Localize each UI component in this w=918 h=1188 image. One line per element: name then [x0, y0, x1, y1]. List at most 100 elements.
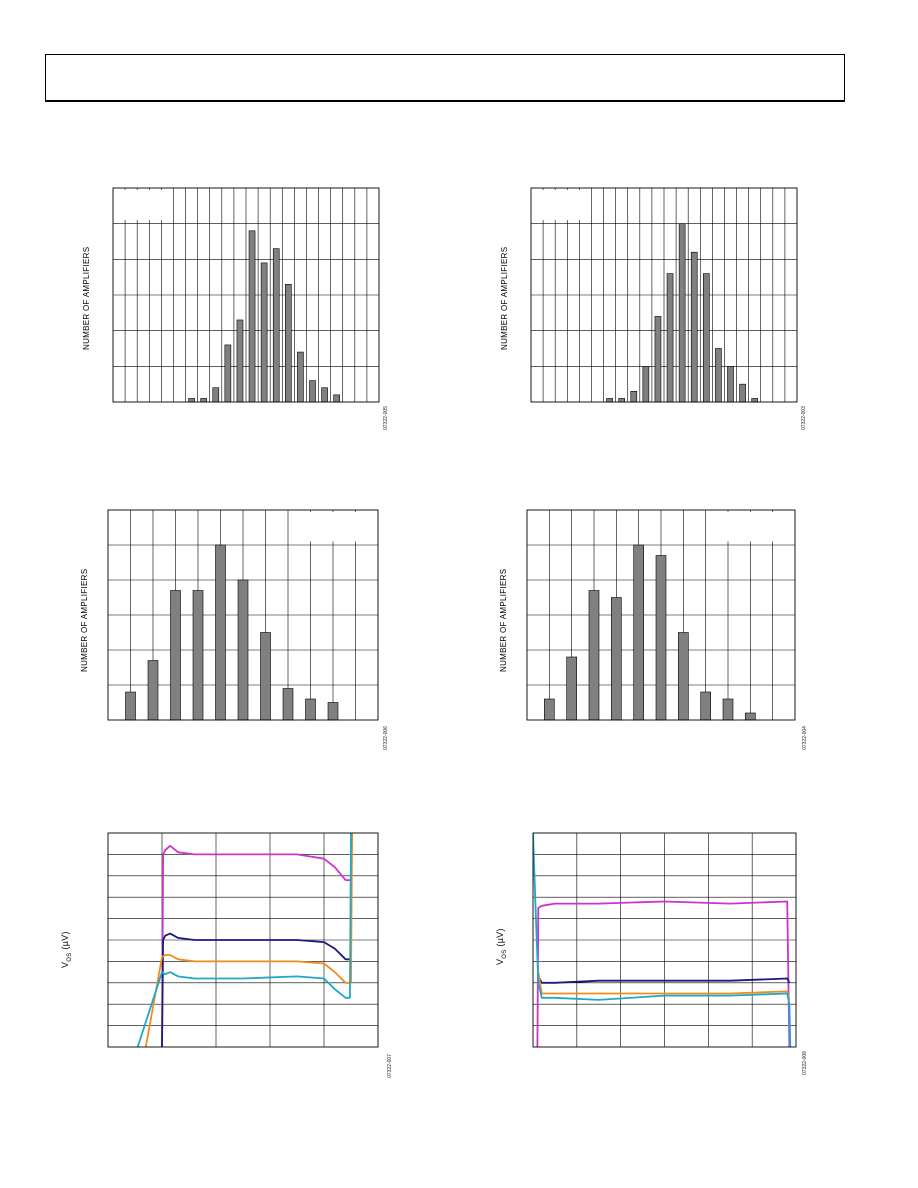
- histogram-bar: [642, 366, 650, 403]
- legend-area: [115, 190, 169, 220]
- vos-unit: (µV): [495, 928, 505, 950]
- line-panel-1: VOS (µV) 07322-007: [60, 825, 400, 1085]
- y-axis-label: VOS (µV): [495, 928, 508, 965]
- figure-id: 07322-007: [387, 1054, 393, 1078]
- histogram-bar: [588, 590, 600, 721]
- y-axis-label: NUMBER OF AMPLIFIERS: [499, 568, 508, 672]
- histogram-bar: [611, 597, 622, 721]
- vos-subscript: OS: [66, 952, 73, 962]
- histogram-bar: [633, 544, 644, 721]
- vos-line-chart-1: [107, 832, 379, 1048]
- histogram-bar: [327, 702, 339, 721]
- figure-id: 07322-003: [801, 406, 807, 430]
- histogram-bar: [678, 223, 686, 403]
- histogram-chart-3: [107, 509, 379, 721]
- histogram-bar: [285, 284, 292, 403]
- histogram-bar: [321, 387, 328, 403]
- grid: [113, 188, 379, 402]
- histogram-bar: [618, 398, 625, 403]
- histogram-panel-1: NUMBER OF AMPLIFIERS 07322-005: [80, 180, 400, 430]
- series-lines: [136, 833, 353, 1047]
- histogram-bar: [654, 316, 662, 403]
- histogram-bar: [297, 351, 304, 403]
- histogram-bar: [215, 544, 226, 721]
- histogram-panel-3: NUMBER OF AMPLIFIERS 07322-006: [78, 500, 398, 750]
- figure-id: 07322-006: [383, 726, 389, 750]
- histogram-bar: [333, 394, 340, 403]
- histogram-bar: [248, 230, 256, 403]
- histogram-bar: [188, 398, 195, 403]
- figure-id: 07322-005: [383, 406, 389, 430]
- series-line: [536, 900, 791, 1047]
- histogram-bar: [655, 555, 667, 721]
- histogram-panel-4: NUMBER OF AMPLIFIERS 07322-004: [497, 500, 817, 750]
- histogram-bar: [237, 579, 249, 721]
- vos-symbol: V: [60, 961, 70, 968]
- plot-frame: [530, 187, 798, 403]
- series-line: [136, 833, 352, 1047]
- plot-frame: [526, 509, 796, 721]
- histogram-bar: [678, 632, 689, 721]
- bars: [188, 230, 340, 403]
- vos-symbol: V: [495, 958, 505, 965]
- series-line: [161, 833, 353, 1047]
- y-axis-label: NUMBER OF AMPLIFIERS: [80, 568, 89, 672]
- grid: [533, 833, 796, 1047]
- series-line: [537, 975, 791, 984]
- histogram-panel-2: NUMBER OF AMPLIFIERS 07322-003: [498, 180, 818, 430]
- figure-id: 07322-004: [802, 726, 808, 750]
- histogram-bar: [722, 698, 734, 721]
- histogram-bar: [212, 387, 220, 403]
- page-header-box: [45, 54, 845, 102]
- histogram-bar: [606, 398, 613, 403]
- histogram-bar: [751, 398, 758, 403]
- figure-id: 07322-008: [802, 1051, 808, 1075]
- histogram-bar: [745, 712, 756, 721]
- series-lines: [533, 833, 792, 1047]
- histogram-bar: [260, 262, 268, 403]
- bars: [544, 544, 756, 721]
- histogram-bar: [305, 698, 316, 721]
- histogram-bar: [703, 273, 710, 403]
- histogram-bar: [125, 691, 136, 721]
- vos-unit: (µV): [60, 931, 70, 953]
- bars: [125, 544, 339, 721]
- series-line: [144, 833, 353, 1047]
- plot-frame: [532, 832, 797, 1048]
- histogram-chart-1: [112, 187, 380, 403]
- histogram-bar: [260, 632, 271, 721]
- histogram-bar: [566, 656, 577, 721]
- y-axis-label: NUMBER OF AMPLIFIERS: [500, 246, 509, 350]
- series-line: [533, 833, 792, 1047]
- plot-frame: [107, 509, 379, 721]
- histogram-chart-2: [530, 187, 798, 403]
- histogram-bar: [690, 251, 698, 403]
- histogram-bar: [170, 590, 181, 721]
- series-line: [537, 971, 791, 1001]
- histogram-bar: [700, 691, 711, 721]
- bars: [606, 223, 758, 403]
- vos-subscript: OS: [501, 949, 508, 959]
- histogram-bar: [309, 380, 316, 403]
- legend-area: [709, 512, 790, 542]
- histogram-bar: [282, 688, 294, 721]
- plot-frame: [112, 187, 380, 403]
- histogram-bar: [544, 698, 555, 721]
- histogram-bar: [666, 273, 674, 403]
- series-line: [161, 932, 351, 1047]
- plot-frame: [107, 832, 379, 1048]
- histogram-bar: [192, 590, 204, 721]
- histogram-bar: [224, 344, 232, 403]
- grid: [531, 188, 797, 402]
- histogram-bar: [236, 319, 244, 403]
- histogram-bar: [147, 660, 159, 721]
- line-panel-2: VOS (µV) 07322-008: [490, 825, 830, 1085]
- histogram-bar: [739, 383, 746, 403]
- vos-line-chart-2: [532, 832, 797, 1048]
- legend-area: [291, 512, 373, 542]
- histogram-bar: [727, 366, 734, 403]
- y-axis-label: VOS (µV): [60, 931, 73, 968]
- histogram-bar: [272, 248, 280, 403]
- legend-area: [533, 190, 587, 220]
- y-axis-label: NUMBER OF AMPLIFIERS: [82, 246, 91, 350]
